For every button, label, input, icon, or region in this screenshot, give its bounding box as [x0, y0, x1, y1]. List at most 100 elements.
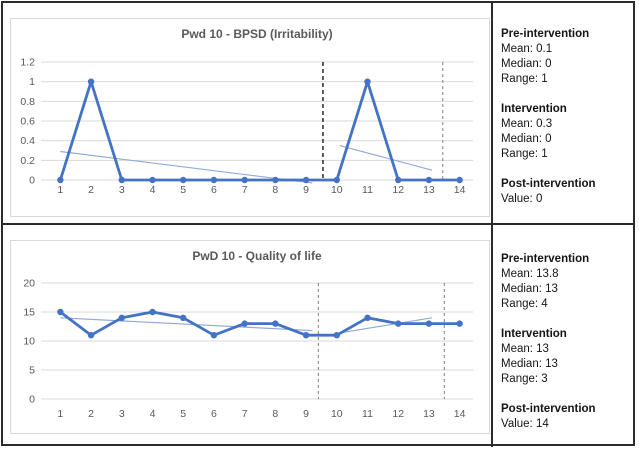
y-tick-label: 15 — [23, 307, 35, 319]
stats-heading: Post-intervention — [501, 178, 596, 190]
data-point — [364, 314, 371, 321]
y-tick-label: 0.4 — [20, 135, 35, 147]
stats-heading: Intervention — [501, 328, 567, 340]
y-tick-label: 10 — [23, 336, 35, 348]
stats-panel-qol: Pre-intervention Mean: 13.8 Median: 13 Rang… — [493, 225, 633, 447]
x-tick-label: 11 — [362, 184, 373, 196]
y-tick-label: 5 — [29, 365, 35, 377]
x-tick-label: 6 — [211, 184, 217, 196]
data-point — [118, 176, 125, 184]
stats-line: Median: 13 — [501, 358, 558, 370]
data-point — [180, 176, 187, 184]
data-point — [272, 176, 279, 184]
trend-line-intervention-trend — [336, 317, 433, 335]
stats-heading: Pre-intervention — [501, 28, 590, 40]
stats-panel-bpsd: Pre-intervention Mean: 0.1 Median: 0 Range:… — [493, 3, 633, 225]
stats-section: Pre-intervention Mean: 0.1 Median: 0 Range:… — [501, 27, 627, 87]
data-point — [333, 332, 340, 339]
x-tick-label: 3 — [119, 184, 125, 196]
data-point — [87, 332, 95, 339]
x-tick-label: 9 — [303, 408, 309, 420]
stats-line: Value: 14 — [501, 418, 549, 430]
chart-cell-qol: 0 5 10 15 20 1 2 3 4 5 6 7 8 9 10 11 12 13 14 PwD 10 - Qual… — [3, 225, 493, 447]
x-tick-label: 11 — [362, 408, 373, 420]
stats-line: Median: 0 — [501, 58, 552, 70]
y-tick-label: 1 — [29, 76, 35, 88]
data-point — [302, 176, 310, 184]
stats-line: Range: 4 — [501, 298, 548, 310]
stats-heading: Pre-intervention — [501, 253, 590, 265]
stats-line: Mean: 13.8 — [501, 268, 559, 280]
x-tick-label: 5 — [180, 408, 186, 420]
data-point — [272, 320, 279, 327]
stats-line: Range: 1 — [501, 148, 548, 160]
x-tick-label: 12 — [392, 408, 404, 420]
data-point — [425, 320, 433, 327]
stats-heading: Intervention — [501, 103, 567, 115]
data-point — [118, 314, 125, 321]
stats-line: Mean: 0.3 — [501, 118, 553, 130]
y-tick-label: 0.8 — [20, 96, 35, 108]
data-point — [241, 176, 248, 184]
data-point — [364, 78, 371, 85]
trend-line-intervention-trend — [339, 145, 433, 171]
data-point — [333, 176, 340, 184]
stats-section: Intervention Mean: 0.3 Median: 0 Range: 1 — [501, 102, 627, 162]
bpsd-irritability-chart: 00.20.40.60.811.21 2 3 4 5 6 7 8 9 10 11 12 13 14Pwd … — [10, 18, 490, 217]
stats-line: Median: 0 — [501, 133, 552, 145]
figure-frame: 0 0.2 0.4 0.6 0.8 1 1.2 1 2 3 4 5 6 7 8 9 10 11 12 13 14 Pwd … — [1, 1, 635, 447]
data-point — [302, 332, 310, 339]
y-tick-label: 20 — [23, 278, 35, 290]
chart-title: Pwd 10 - BPSD (Irritability) — [181, 27, 332, 41]
x-tick-label: 8 — [272, 408, 278, 420]
data-point — [149, 308, 156, 316]
data-point — [395, 176, 402, 184]
x-tick-label: 4 — [150, 184, 156, 196]
x-tick-label: 10 — [331, 184, 343, 196]
data-point — [456, 320, 463, 327]
x-tick-label: 12 — [392, 184, 404, 196]
trend-line-pre-intervention-trend — [60, 150, 313, 184]
stats-line: Range: 3 — [501, 373, 548, 385]
x-tick-label: 7 — [242, 408, 248, 420]
data-point — [87, 78, 95, 85]
x-tick-label: 9 — [303, 184, 309, 196]
x-tick-label: 1 — [57, 408, 63, 420]
data-point — [149, 176, 156, 184]
data-point — [57, 176, 64, 184]
data-series-line — [58, 80, 462, 182]
x-tick-label: 6 — [211, 408, 217, 420]
x-tick-label: 3 — [119, 408, 125, 420]
y-tick-label: 0.2 — [20, 155, 35, 167]
x-tick-label: 14 — [454, 184, 466, 196]
x-tick-label: 1 — [57, 184, 63, 196]
x-tick-label: 13 — [423, 184, 435, 196]
y-tick-label: 1.2 — [20, 57, 35, 69]
x-tick-label: 2 — [88, 184, 94, 196]
x-tick-label: 14 — [454, 408, 466, 420]
x-tick-label: 5 — [180, 184, 186, 196]
x-tick-label: 8 — [272, 184, 278, 196]
data-point — [57, 308, 64, 316]
data-point — [210, 332, 218, 339]
y-tick-label: 0 — [29, 394, 35, 406]
data-point — [210, 176, 218, 184]
stats-heading: Post-intervention — [501, 403, 596, 415]
chart-title: PwD 10 - Quality of life — [192, 249, 322, 263]
x-tick-label: 4 — [150, 408, 156, 420]
chart-cell-bpsd: 0 0.2 0.4 0.6 0.8 1 1.2 1 2 3 4 5 6 7 8 9 10 11 12 13 14 Pwd … — [3, 3, 493, 225]
stats-line: Median: 13 — [501, 283, 558, 295]
stats-section: Intervention Mean: 13 Median: 13 Range: 3 — [501, 327, 627, 387]
data-point — [241, 320, 248, 327]
x-tick-label: 2 — [88, 408, 94, 420]
data-series-line — [58, 310, 462, 337]
data-point — [180, 314, 187, 321]
x-tick-label: 7 — [242, 184, 248, 196]
data-point — [395, 320, 402, 327]
trend-line-pre-intervention-trend — [60, 317, 313, 332]
stats-section: Post-intervention Value: 14 — [501, 402, 627, 432]
stats-section: Post-intervention Value: 0 — [501, 177, 627, 207]
data-point — [425, 176, 433, 184]
y-tick-label: 0.6 — [20, 116, 35, 128]
